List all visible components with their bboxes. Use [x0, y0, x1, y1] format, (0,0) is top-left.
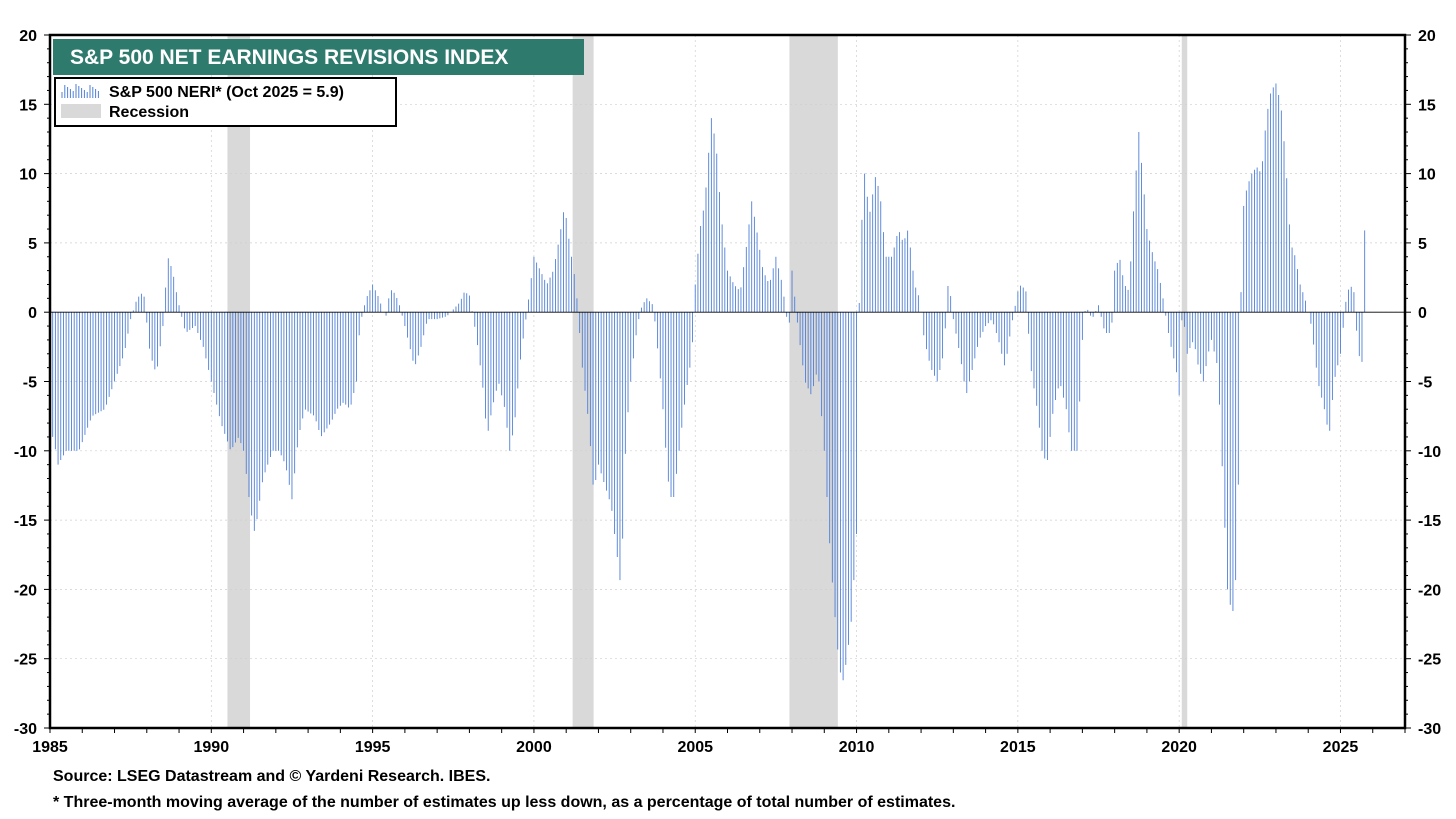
y-tick-label-right: 15	[1418, 97, 1436, 114]
gridlines	[50, 34, 1405, 729]
y-tick-label-left: 5	[28, 236, 37, 253]
chart-title: S&P 500 NET EARNINGS REVISIONS INDEX	[53, 39, 584, 75]
y-tick-label-right: 20	[1418, 28, 1436, 45]
y-axis-right: 20 15 10 5 0 -5 -10 -15 -20 -25 -30	[1405, 28, 1441, 738]
legend-label-recession: Recession	[109, 104, 189, 121]
x-tick-label: 1985	[32, 739, 68, 756]
y-axis-left: 20 15 10 5 0 -5 -10 -15 -20 -25 -30	[14, 28, 50, 738]
y-tick-label-left: 20	[19, 28, 37, 45]
x-axis: 1985 1990 1995 2000 2005 2010 2015 2020 2025	[32, 728, 1406, 756]
y-tick-label-right: -15	[1418, 513, 1441, 530]
y-tick-label-left: -10	[14, 444, 37, 461]
recession-band	[1181, 35, 1188, 728]
y-tick-label-right: 10	[1418, 167, 1436, 184]
legend: S&P 500 NERI* (Oct 2025 = 5.9) Recession	[54, 77, 397, 127]
x-tick-label: 2010	[839, 739, 875, 756]
y-tick-label-left: -25	[14, 652, 37, 669]
footnote: * Three-month moving average of the numb…	[53, 794, 956, 811]
y-tick-label-right: -20	[1418, 582, 1441, 599]
y-tick-label-right: 0	[1418, 305, 1427, 322]
source-note: Source: LSEG Datastream and © Yardeni Re…	[53, 768, 491, 785]
chart-title-text: S&P 500 NET EARNINGS REVISIONS INDEX	[70, 46, 508, 69]
y-tick-label-left: -15	[14, 513, 37, 530]
y-tick-label-right: -5	[1418, 375, 1432, 392]
y-tick-label-left: 10	[19, 167, 37, 184]
x-tick-label: 2015	[1000, 739, 1036, 756]
x-tick-label: 2000	[516, 739, 552, 756]
legend-swatch-recession	[61, 104, 101, 118]
x-tick-label: 1990	[194, 739, 230, 756]
x-tick-label: 2020	[1161, 739, 1197, 756]
y-tick-label-left: 0	[28, 305, 37, 322]
y-tick-label-right: -25	[1418, 652, 1441, 669]
legend-box	[54, 77, 397, 127]
legend-label-neri: S&P 500 NERI* (Oct 2025 = 5.9)	[109, 84, 344, 101]
y-tick-label-right: -30	[1418, 721, 1441, 738]
recession-bands	[227, 35, 1188, 728]
y-tick-label-left: -30	[14, 721, 37, 738]
neri-bars	[52, 83, 1366, 681]
y-tick-label-right: -10	[1418, 444, 1441, 461]
y-tick-label-left: 15	[19, 97, 37, 114]
y-tick-label-right: 5	[1418, 236, 1427, 253]
x-tick-label: 1995	[355, 739, 391, 756]
x-tick-label: 2025	[1323, 739, 1359, 756]
title-background	[53, 39, 584, 75]
y-tick-label-left: -20	[14, 582, 37, 599]
y-tick-label-left: -5	[23, 375, 37, 392]
legend-swatch-bars	[61, 84, 99, 98]
x-tick-label: 2005	[677, 739, 713, 756]
recession-band	[227, 35, 251, 728]
recession-band	[572, 35, 594, 728]
